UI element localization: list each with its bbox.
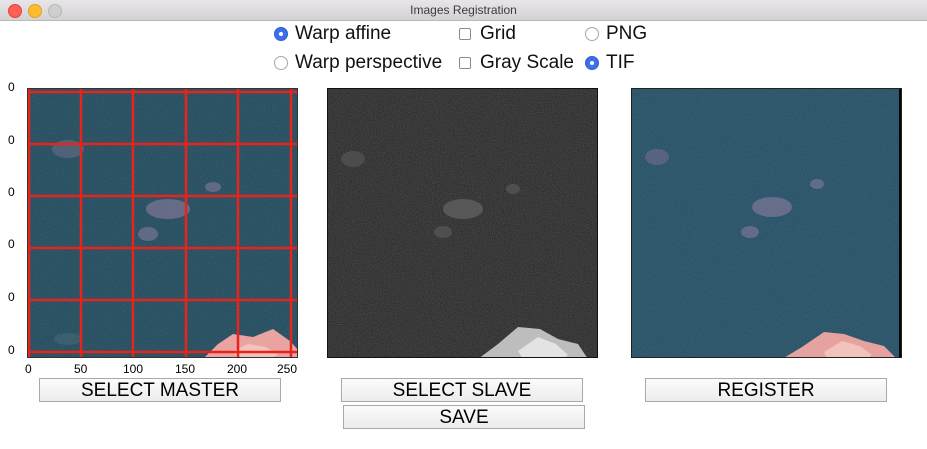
minimize-window-icon[interactable] <box>28 4 42 18</box>
close-window-icon[interactable] <box>8 4 22 18</box>
x-tick-label: 200 <box>227 362 248 376</box>
y-tick-label: 0 <box>8 290 15 304</box>
zoom-window-icon[interactable] <box>48 4 62 18</box>
y-tick-label: 0 <box>8 185 15 199</box>
slave-image-canvas <box>328 89 597 357</box>
tif-label: TIF <box>606 52 635 73</box>
y-tick-label: 0 <box>8 133 15 147</box>
gray-scale-label: Gray Scale <box>480 52 574 73</box>
warp-perspective-option[interactable]: Warp perspective <box>274 52 442 74</box>
warp-perspective-radio[interactable] <box>274 56 288 70</box>
x-tick-label: 150 <box>175 362 196 376</box>
slave-image <box>327 88 598 358</box>
x-tick-label: 250 <box>277 362 298 376</box>
select-master-button[interactable]: SELECT MASTER <box>39 378 281 402</box>
y-tick-label: 0 <box>8 343 15 357</box>
select-slave-button[interactable]: SELECT SLAVE <box>341 378 583 402</box>
warp-affine-label: Warp affine <box>295 23 392 44</box>
master-image-canvas <box>28 89 297 357</box>
save-button[interactable]: SAVE <box>343 405 585 429</box>
registered-image-canvas <box>632 89 901 357</box>
y-tick-label: 0 <box>8 237 15 251</box>
gray-scale-checkbox[interactable] <box>459 57 471 69</box>
png-option[interactable]: PNG <box>585 23 647 45</box>
main-content: Warp affine Warp perspective Grid Gray S… <box>0 21 927 449</box>
tif-option[interactable]: TIF <box>585 52 635 74</box>
y-tick-label: 0 <box>8 80 15 94</box>
registered-image <box>631 88 902 358</box>
grid-checkbox[interactable] <box>459 28 471 40</box>
png-label: PNG <box>606 23 648 44</box>
window-title: Images Registration <box>410 3 517 17</box>
tif-radio[interactable] <box>585 56 599 70</box>
register-button[interactable]: REGISTER <box>645 378 887 402</box>
warp-perspective-label: Warp perspective <box>295 52 443 73</box>
x-tick-label: 50 <box>74 362 88 376</box>
grid-label: Grid <box>480 23 516 44</box>
warp-affine-option[interactable]: Warp affine <box>274 23 391 45</box>
png-radio[interactable] <box>585 27 599 41</box>
x-tick-label: 100 <box>123 362 144 376</box>
warp-affine-radio[interactable] <box>274 27 288 41</box>
title-bar: Images Registration <box>0 0 927 21</box>
master-grid-lines <box>28 89 297 357</box>
master-image <box>27 88 298 358</box>
x-tick-label: 0 <box>25 362 32 376</box>
grid-option[interactable]: Grid <box>459 23 516 45</box>
gray-scale-option[interactable]: Gray Scale <box>459 52 574 74</box>
